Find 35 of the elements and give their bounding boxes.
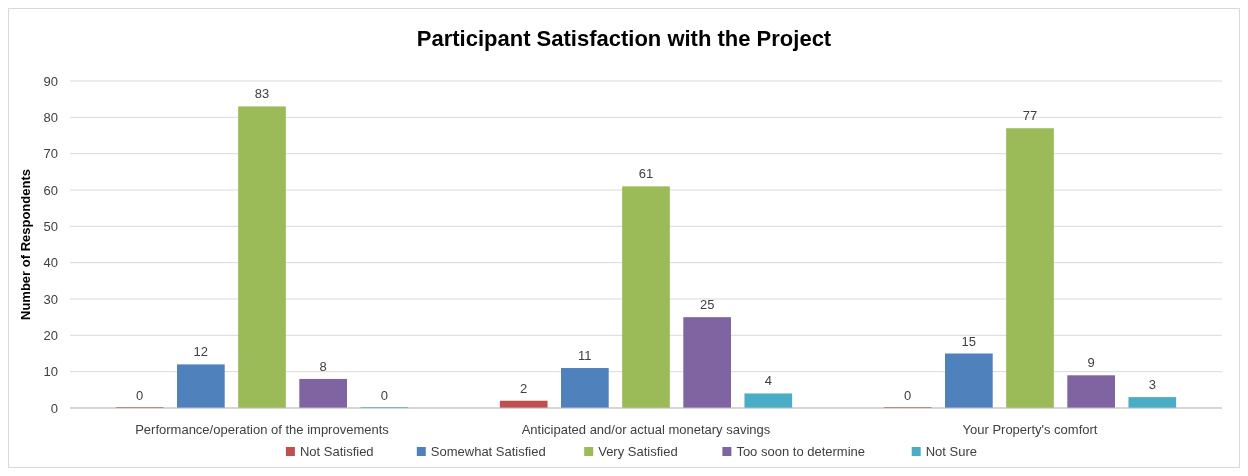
x-tick-label: Anticipated and/or actual monetary savings bbox=[521, 422, 771, 437]
y-tick-label: 10 bbox=[43, 364, 58, 380]
data-label: 8 bbox=[319, 358, 327, 374]
y-tick-label: 20 bbox=[43, 327, 58, 343]
data-label: 2 bbox=[520, 380, 528, 396]
data-label: 83 bbox=[254, 86, 270, 102]
data-label: 12 bbox=[193, 344, 209, 360]
data-label: 11 bbox=[578, 348, 592, 364]
y-tick-label: 0 bbox=[50, 400, 58, 416]
data-label: 0 bbox=[380, 388, 388, 403]
data-label: 0 bbox=[904, 388, 912, 403]
legend-label: Too soon to determine bbox=[736, 444, 866, 459]
data-label: 4 bbox=[764, 373, 772, 389]
y-tick-label: 30 bbox=[43, 291, 58, 307]
y-tick-label: 60 bbox=[43, 182, 58, 198]
x-tick-label: Your Property's comfort bbox=[962, 422, 1098, 437]
y-tick-label: 70 bbox=[43, 146, 58, 162]
y-tick-label: 50 bbox=[43, 218, 58, 234]
data-label: 77 bbox=[1022, 108, 1038, 124]
legend-label: Not Sure bbox=[925, 444, 978, 459]
data-label: 9 bbox=[1087, 355, 1095, 371]
y-tick-label: 80 bbox=[43, 109, 58, 125]
data-label: 61 bbox=[638, 166, 654, 182]
y-tick-label: 40 bbox=[43, 255, 58, 271]
legend-label: Somewhat Satisfied bbox=[430, 444, 546, 459]
data-label: 25 bbox=[699, 297, 715, 313]
y-axis-title: Number of Respondents bbox=[18, 169, 33, 320]
data-label: 3 bbox=[1148, 377, 1156, 393]
y-tick-label: 90 bbox=[43, 73, 58, 89]
data-label: 15 bbox=[961, 333, 977, 349]
x-tick-label: Performance/operation of the improvements bbox=[135, 422, 390, 437]
chart-title: Participant Satisfaction with the Project bbox=[416, 26, 832, 51]
legend-label: Not Satisfied bbox=[299, 444, 374, 459]
data-label: 0 bbox=[136, 388, 144, 403]
legend-label: Very Satisfied bbox=[598, 444, 678, 459]
